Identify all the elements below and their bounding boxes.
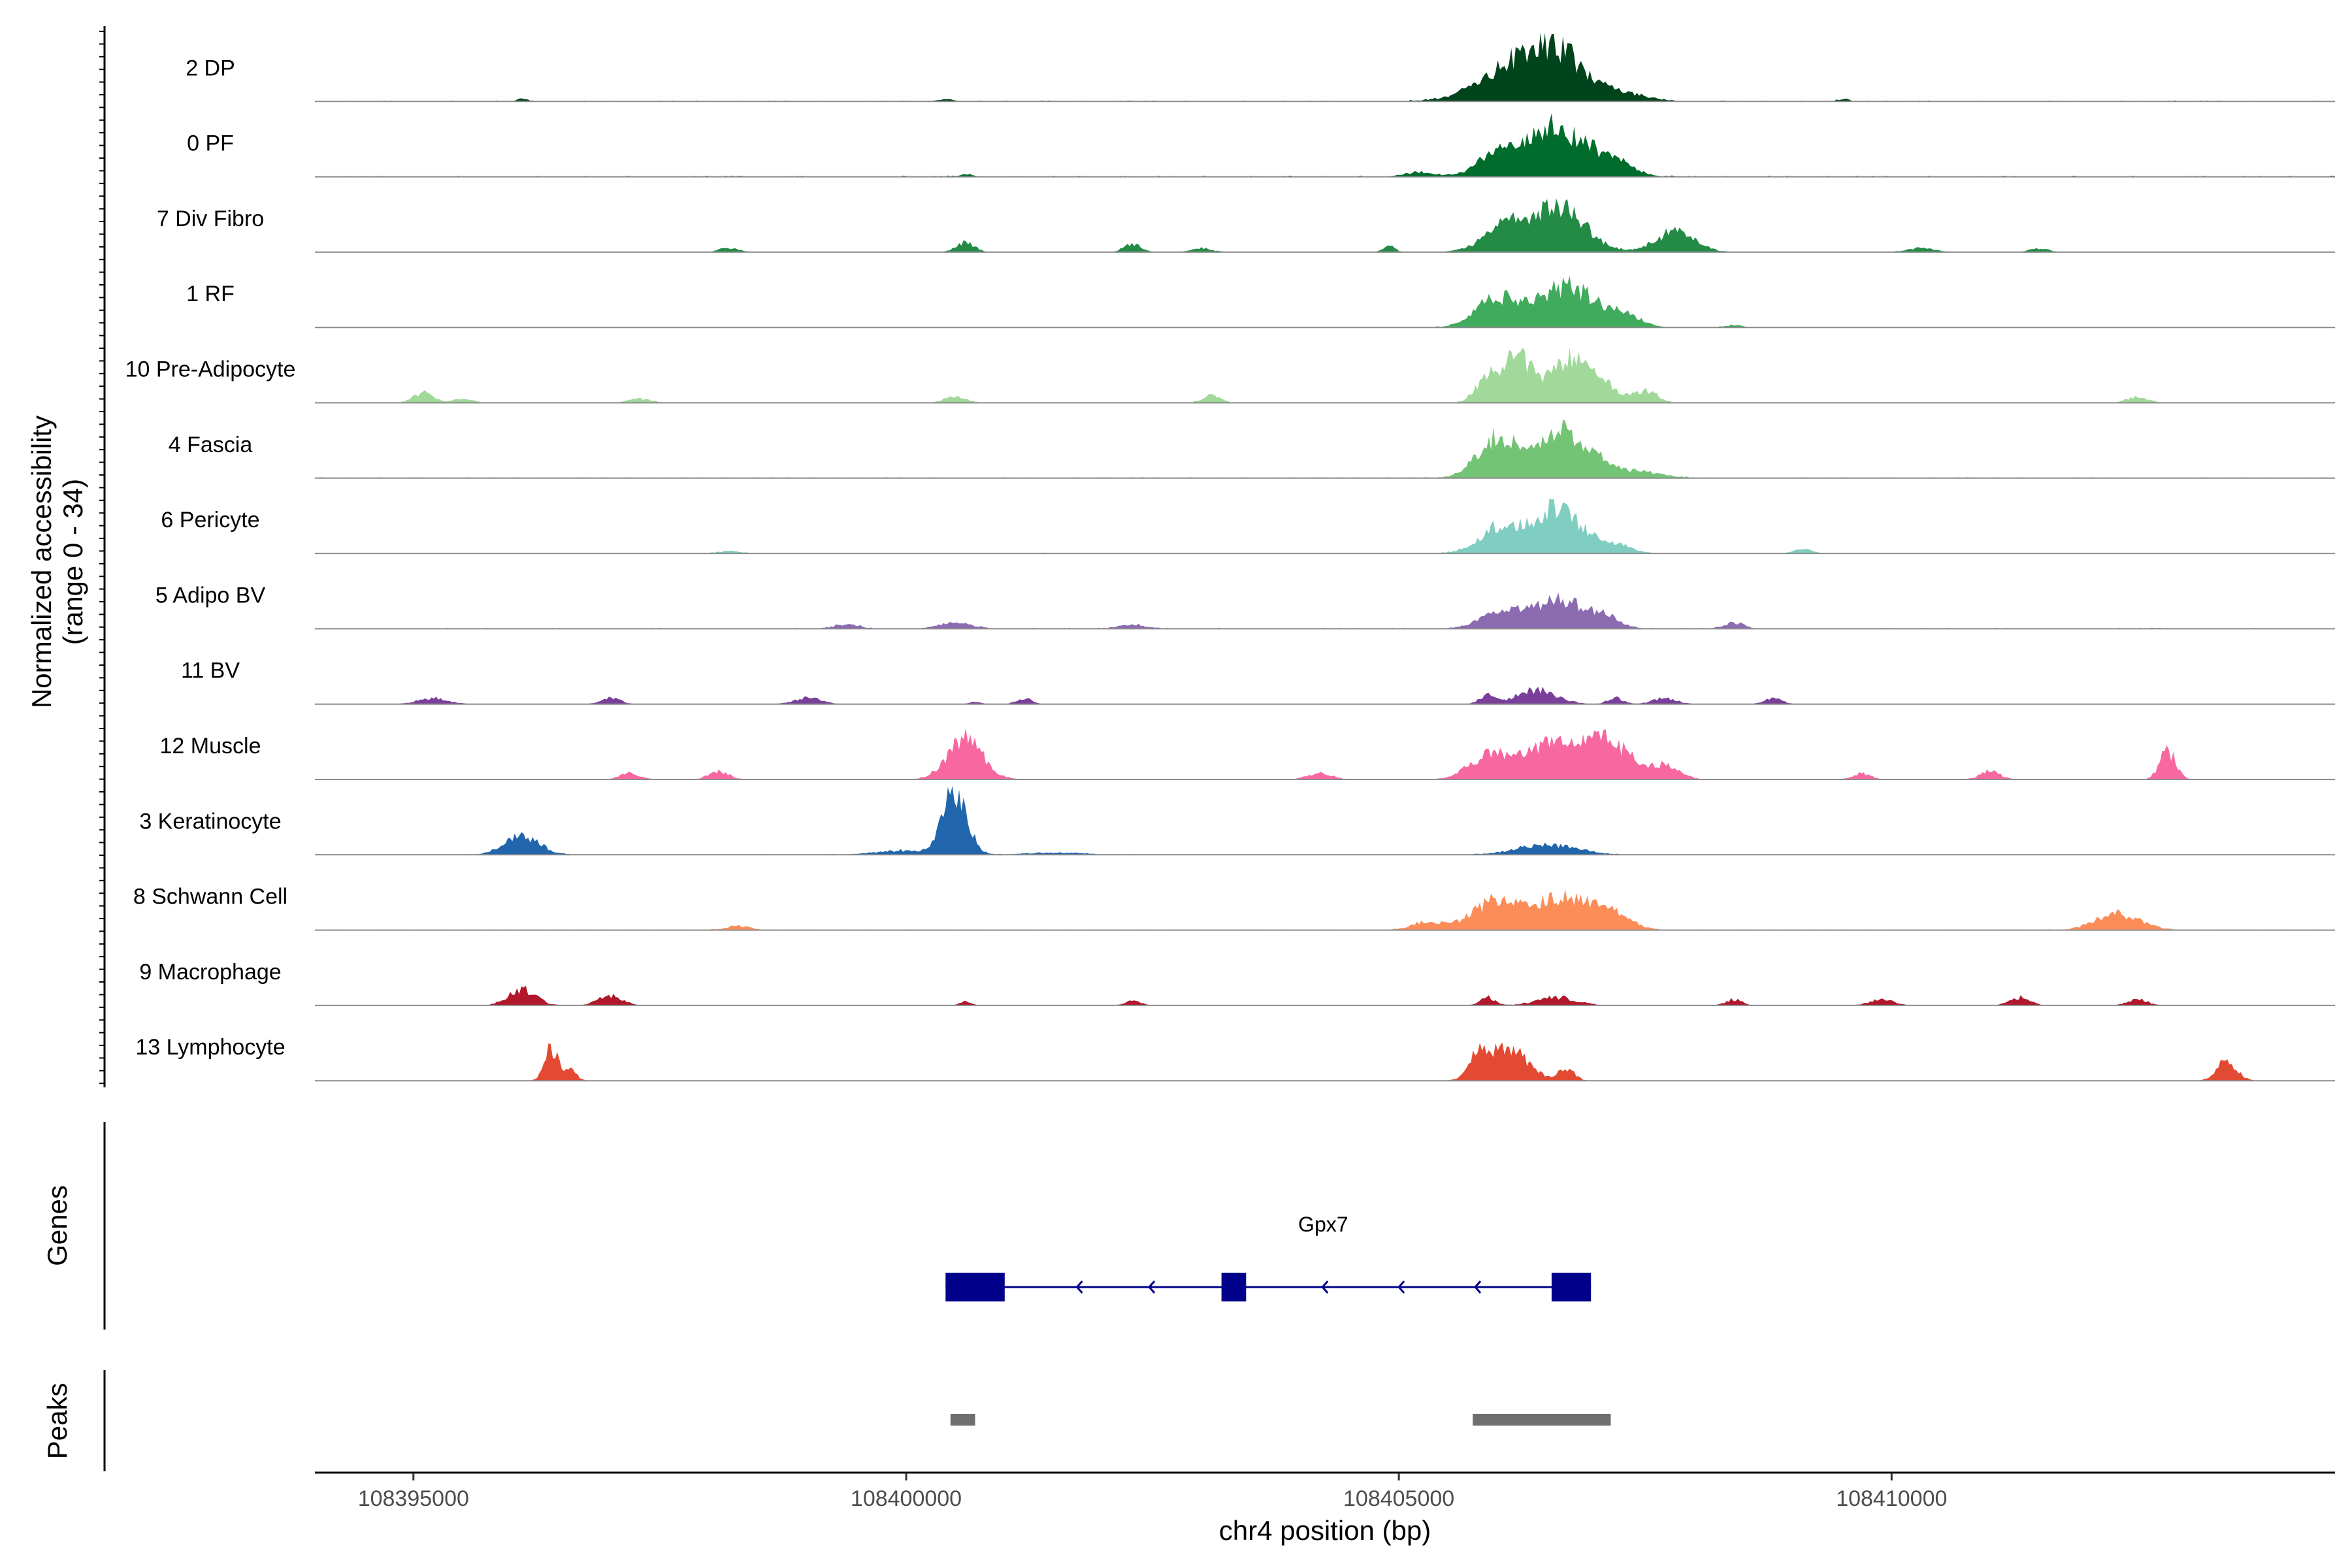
track-12-muscle: 12 Muscle <box>160 728 2335 780</box>
strand-arrow <box>1075 1281 1083 1294</box>
x-tick-label: 108400000 <box>851 1486 962 1511</box>
x-tick-label: 108405000 <box>1343 1486 1454 1511</box>
x-axis-ticks: 108395000 108400000 108405000 108410000 <box>358 1473 1947 1511</box>
peaks-panel: Peaks <box>42 1370 1611 1471</box>
track-label: 0 PF <box>187 131 234 156</box>
track-label: 7 Div Fibro <box>157 206 264 231</box>
gene-gpx7: Gpx7 <box>945 1213 1592 1301</box>
track-label: 3 Keratinocyte <box>139 809 281 834</box>
y-axis-title-line1: Normalized accessibility <box>26 416 57 708</box>
track-label: 1 RF <box>186 282 235 306</box>
coverage-area <box>315 728 2335 779</box>
coverage-area <box>315 985 2335 1005</box>
track-6-pericyte: 6 Pericyte <box>161 498 2335 555</box>
track-1-rf: 1 RF <box>186 276 2335 329</box>
coverage-area <box>315 33 2335 102</box>
track-0-pf: 0 PF <box>187 113 2335 178</box>
x-tick-label: 108395000 <box>358 1486 469 1511</box>
y-axis-title: Normalized accessibility (range 0 - 34) <box>26 416 88 708</box>
peak-region <box>950 1414 975 1426</box>
track-label: 10 Pre-Adipocyte <box>125 357 296 382</box>
x-axis-title: chr4 position (bp) <box>1219 1515 1431 1546</box>
coverage-area <box>315 276 2335 328</box>
track-label: 6 Pericyte <box>161 508 259 532</box>
track-9-macrophage: 9 Macrophage <box>139 960 2335 1006</box>
genes-panel-label: Genes <box>42 1185 73 1266</box>
strand-arrow <box>1147 1281 1156 1294</box>
track-11-bv: 11 BV <box>181 659 2335 705</box>
strand-arrow <box>1397 1281 1405 1294</box>
coverage-area <box>315 889 2335 930</box>
coverage-tracks: 2 DP 0 PF 7 Div Fibro 1 RF 10 Pre-Adipocyte 4… <box>125 33 2335 1082</box>
gene-name: Gpx7 <box>1298 1213 1348 1236</box>
coverage-area <box>315 687 2335 704</box>
track-label: 5 Adipo BV <box>155 583 266 608</box>
track-3-keratinocyte: 3 Keratinocyte <box>139 786 2335 856</box>
gene-exon <box>945 1273 1005 1301</box>
track-label: 2 DP <box>186 56 235 80</box>
track-label: 11 BV <box>181 659 240 683</box>
strand-arrow <box>1321 1281 1329 1294</box>
genes-panel: Genes Gpx7 <box>42 1122 1592 1330</box>
track-label: 12 Muscle <box>160 734 261 759</box>
track-label: 8 Schwann Cell <box>133 885 287 909</box>
peak-region <box>1473 1414 1611 1426</box>
track-label: 4 Fascia <box>169 433 253 457</box>
y-axis <box>99 26 106 1088</box>
gene-exon <box>1221 1273 1247 1301</box>
y-axis-title-line2: (range 0 - 34) <box>57 479 88 645</box>
coverage-area <box>315 593 2335 629</box>
track-10-pre-adipocyte: 10 Pre-Adipocyte <box>125 348 2335 404</box>
coverage-area <box>315 498 2335 554</box>
track-8-schwann-cell: 8 Schwann Cell <box>133 885 2335 931</box>
coverage-area <box>315 786 2335 855</box>
coverage-area <box>315 1042 2335 1081</box>
strand-arrow <box>1473 1281 1482 1294</box>
track-label: 13 Lymphocyte <box>135 1035 285 1060</box>
coverage-area <box>315 198 2335 252</box>
track-4-fascia: 4 Fascia <box>169 419 2335 479</box>
track-label: 9 Macrophage <box>139 960 281 985</box>
track-2-dp: 2 DP <box>186 33 2335 103</box>
gene-models: Gpx7 <box>945 1213 1592 1301</box>
track-13-lymphocyte: 13 Lymphocyte <box>135 1035 2335 1082</box>
coverage-area <box>315 419 2335 478</box>
x-axis: 108395000 108400000 108405000 108410000 chr… <box>315 1471 2335 1546</box>
track-5-adipo-bv: 5 Adipo BV <box>155 583 2335 630</box>
track-7-div-fibro: 7 Div Fibro <box>157 198 2335 253</box>
peaks-panel-label: Peaks <box>42 1383 73 1460</box>
peak-regions <box>950 1414 1611 1426</box>
gene-exon <box>1551 1273 1592 1301</box>
x-tick-label: 108410000 <box>1836 1486 1947 1511</box>
coverage-area <box>315 113 2335 177</box>
coverage-area <box>315 348 2335 403</box>
